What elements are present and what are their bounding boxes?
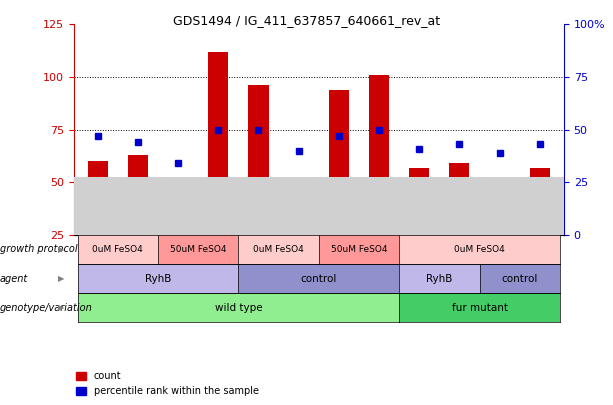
Text: ▶: ▶: [58, 245, 64, 254]
Text: genotype/variation: genotype/variation: [0, 303, 93, 313]
Text: RyhB: RyhB: [426, 274, 452, 284]
Text: GDS1494 / IG_411_637857_640661_rev_at: GDS1494 / IG_411_637857_640661_rev_at: [173, 14, 440, 27]
Text: 50uM FeSO4: 50uM FeSO4: [170, 245, 226, 254]
Bar: [530, 168, 550, 235]
Text: 0uM FeSO4: 0uM FeSO4: [454, 245, 505, 254]
Bar: [490, 199, 509, 235]
Bar: [168, 210, 188, 235]
Text: 0uM FeSO4: 0uM FeSO4: [253, 245, 304, 254]
Legend: count, percentile rank within the sample: count, percentile rank within the sample: [72, 367, 262, 400]
Bar: [369, 75, 389, 235]
Bar: [128, 155, 148, 235]
Text: wild type: wild type: [215, 303, 262, 313]
Bar: [449, 163, 470, 235]
Bar: [88, 161, 108, 235]
Text: fur mutant: fur mutant: [452, 303, 508, 313]
Text: control: control: [501, 274, 538, 284]
Text: agent: agent: [0, 274, 28, 284]
Bar: [289, 182, 309, 235]
Text: RyhB: RyhB: [145, 274, 171, 284]
Bar: [409, 168, 429, 235]
Bar: [248, 85, 268, 235]
Text: ▶: ▶: [58, 274, 64, 283]
Text: ▶: ▶: [58, 303, 64, 312]
Bar: [329, 90, 349, 235]
Text: growth protocol: growth protocol: [0, 245, 78, 254]
Text: 0uM FeSO4: 0uM FeSO4: [93, 245, 143, 254]
Text: 50uM FeSO4: 50uM FeSO4: [330, 245, 387, 254]
Bar: [208, 52, 228, 235]
Text: control: control: [300, 274, 337, 284]
